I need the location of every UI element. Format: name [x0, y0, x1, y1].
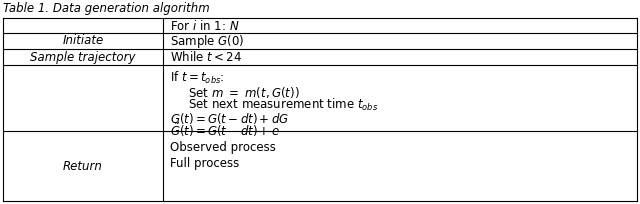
Text: Sample $G(0)$: Sample $G(0)$: [170, 32, 244, 50]
Text: If $t = t_{obs}$:: If $t = t_{obs}$:: [170, 70, 225, 86]
Text: Table 1. Data generation algorithm: Table 1. Data generation algorithm: [3, 2, 210, 15]
Text: Sample trajectory: Sample trajectory: [30, 51, 136, 63]
Text: $\tilde{G}(t) = G(t - dt) + e$: $\tilde{G}(t) = G(t - dt) + e$: [170, 121, 280, 139]
Text: Return: Return: [63, 160, 103, 173]
Text: Observed process: Observed process: [170, 141, 276, 153]
Text: Initiate: Initiate: [62, 34, 104, 48]
Text: While $t < 24$: While $t < 24$: [170, 50, 242, 64]
Text: $G(t) = G(t - dt) + dG$: $G(t) = G(t - dt) + dG$: [170, 111, 289, 125]
Text: Set $m\ =\ m(t, G(t))$: Set $m\ =\ m(t, G(t))$: [188, 84, 300, 100]
Text: For $i$ in 1: $N$: For $i$ in 1: $N$: [170, 19, 239, 32]
Text: Full process: Full process: [170, 156, 239, 170]
Text: Set next measurement time $t_{obs}$: Set next measurement time $t_{obs}$: [188, 97, 378, 113]
